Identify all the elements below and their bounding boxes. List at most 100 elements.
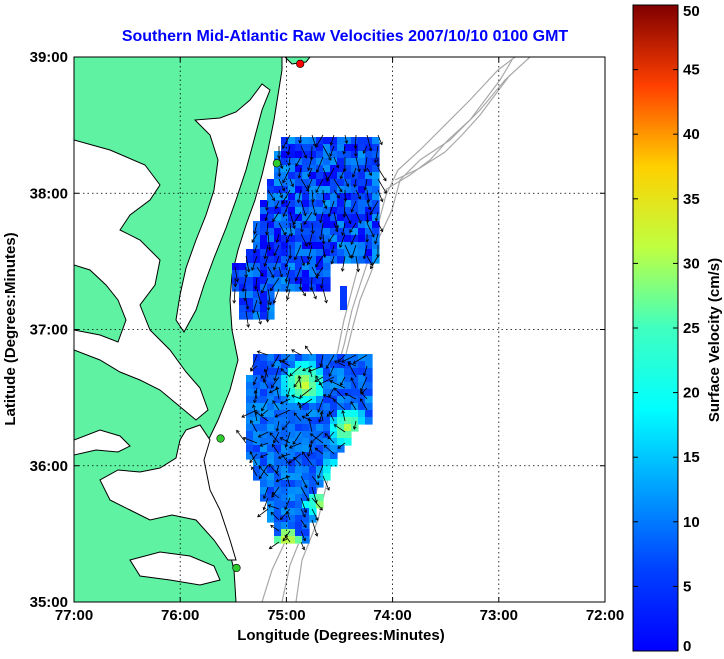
velocity-cell bbox=[365, 151, 373, 159]
velocity-vector bbox=[270, 512, 280, 521]
velocity-arrowhead bbox=[350, 241, 354, 245]
x-axis: 77:00 76:00 75:00 74:00 73:00 72:00 bbox=[55, 57, 624, 624]
velocity-cell bbox=[295, 508, 303, 516]
x-tick-label: 74:00 bbox=[373, 607, 411, 624]
velocity-vector bbox=[364, 178, 368, 191]
velocity-vector bbox=[264, 255, 269, 267]
velocity-cell bbox=[246, 291, 254, 299]
velocity-cell bbox=[267, 417, 275, 425]
velocity-cell bbox=[351, 207, 359, 215]
velocity-cell bbox=[330, 382, 338, 390]
chart-title: Southern Mid-Atlantic Raw Velocities 200… bbox=[122, 28, 569, 45]
velocity-cell bbox=[260, 235, 268, 243]
velocity-arrowhead bbox=[307, 185, 311, 189]
velocity-cell bbox=[267, 207, 275, 215]
velocity-arrowhead bbox=[303, 509, 308, 514]
velocity-arrowhead bbox=[282, 145, 286, 150]
velocity-vector bbox=[258, 464, 269, 479]
velocity-vector bbox=[375, 211, 379, 221]
velocity-cell bbox=[288, 431, 296, 439]
velocity-cell bbox=[330, 137, 338, 145]
velocity-arrowhead bbox=[367, 206, 372, 211]
velocity-arrowhead bbox=[351, 174, 356, 178]
velocity-cell bbox=[302, 207, 310, 215]
velocity-vector bbox=[311, 288, 317, 299]
velocity-arrowhead bbox=[327, 213, 332, 218]
velocity-cell bbox=[281, 403, 289, 411]
velocity-cell bbox=[316, 396, 324, 404]
velocity-cell bbox=[351, 410, 359, 418]
velocity-cell bbox=[344, 382, 352, 390]
velocity-vector bbox=[355, 156, 360, 172]
velocity-cell bbox=[281, 249, 289, 257]
velocity-cell bbox=[274, 270, 282, 278]
velocity-cell bbox=[358, 186, 366, 194]
x-tick-label: 75:00 bbox=[267, 607, 305, 624]
velocity-cell bbox=[351, 249, 359, 257]
velocity-cell bbox=[253, 235, 261, 243]
velocity-cell bbox=[302, 452, 310, 460]
velocity-cell bbox=[309, 137, 317, 145]
velocity-vector bbox=[355, 189, 361, 200]
velocity-cell bbox=[281, 515, 289, 523]
velocity-arrowhead bbox=[261, 407, 265, 412]
velocity-vector bbox=[267, 189, 275, 201]
velocity-arrowhead bbox=[315, 169, 320, 174]
velocity-cell bbox=[344, 200, 352, 208]
velocity-vector bbox=[353, 354, 368, 364]
velocity-cell bbox=[253, 263, 261, 271]
velocity-cell bbox=[288, 144, 296, 152]
velocity-cell bbox=[365, 417, 373, 425]
velocity-cell bbox=[358, 151, 366, 159]
colorbar-gradient bbox=[632, 4, 679, 652]
velocity-vector bbox=[334, 424, 346, 433]
velocity-cell bbox=[344, 256, 352, 264]
velocity-arrowhead bbox=[246, 324, 250, 328]
velocity-arrowhead bbox=[310, 439, 314, 444]
velocity-cell bbox=[337, 445, 345, 453]
velocity-cell bbox=[358, 172, 366, 180]
velocity-cell bbox=[267, 193, 275, 201]
colorbar-tick-label: 30 bbox=[683, 255, 700, 272]
velocity-cell bbox=[365, 361, 373, 369]
velocity-cell bbox=[316, 284, 324, 292]
velocity-cell bbox=[309, 389, 317, 397]
velocity-cell bbox=[267, 459, 275, 467]
velocity-cell bbox=[351, 186, 359, 194]
velocity-cell bbox=[323, 186, 331, 194]
velocity-vector bbox=[377, 222, 384, 232]
velocity-arrowhead bbox=[298, 140, 303, 144]
velocity-vector bbox=[329, 145, 335, 157]
velocity-arrowhead bbox=[302, 513, 306, 518]
velocity-cell bbox=[344, 424, 352, 432]
velocity-cell bbox=[344, 249, 352, 257]
velocity-arrowhead bbox=[335, 225, 340, 229]
velocity-vector bbox=[340, 167, 346, 179]
velocity-cell bbox=[302, 382, 310, 390]
velocity-cell bbox=[281, 529, 289, 537]
velocity-cell bbox=[246, 249, 254, 257]
velocity-cell bbox=[239, 312, 247, 320]
velocity-arrowhead bbox=[251, 466, 255, 471]
velocity-cell bbox=[351, 368, 359, 376]
velocity-cell bbox=[309, 375, 317, 383]
velocity-arrowhead bbox=[313, 212, 317, 217]
velocity-arrowhead bbox=[373, 159, 378, 164]
velocity-vector bbox=[377, 134, 383, 145]
velocity-vector bbox=[300, 519, 307, 528]
velocity-cell bbox=[337, 179, 345, 187]
velocity-cell bbox=[281, 235, 289, 243]
velocity-cell bbox=[267, 487, 275, 495]
velocity-cell bbox=[295, 487, 303, 495]
velocity-arrowhead bbox=[258, 301, 263, 306]
velocity-arrowhead bbox=[275, 478, 280, 483]
velocity-arrowhead bbox=[272, 300, 277, 304]
velocity-vector bbox=[303, 211, 313, 225]
velocity-arrowhead bbox=[293, 383, 297, 388]
velocity-arrowhead bbox=[254, 286, 258, 290]
velocity-cell bbox=[323, 389, 331, 397]
velocity-arrowhead bbox=[279, 437, 284, 441]
velocity-cell bbox=[309, 410, 317, 418]
velocity-cell bbox=[274, 284, 282, 292]
velocity-cell bbox=[302, 284, 310, 292]
